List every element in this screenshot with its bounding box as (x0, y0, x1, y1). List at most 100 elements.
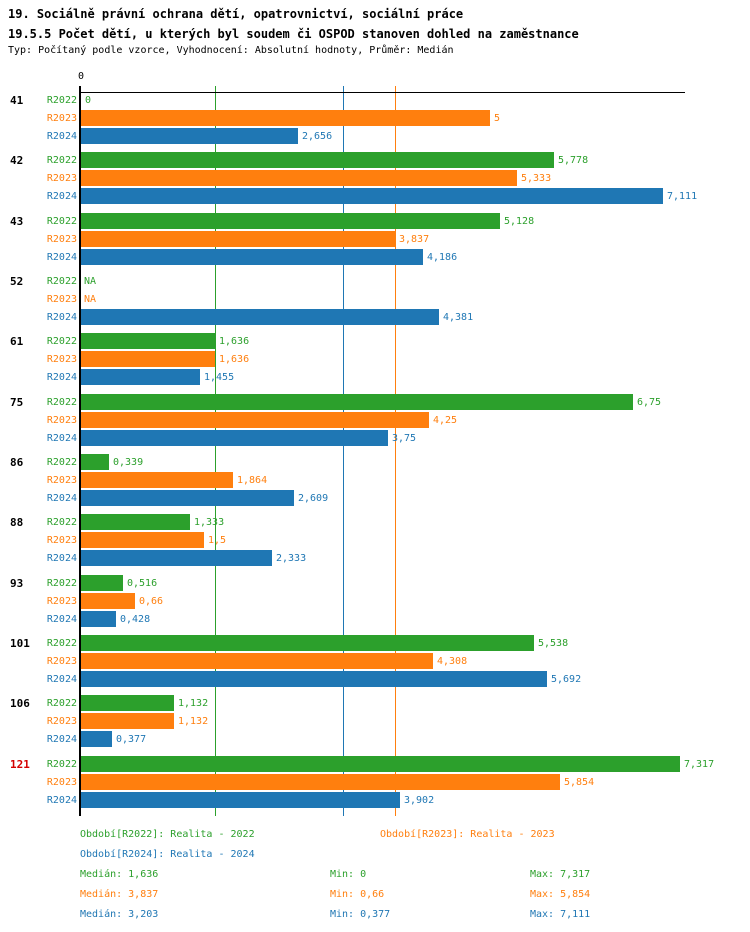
value-label-R2024-75: 3,75 (392, 433, 417, 444)
bar-R2023-43 (81, 231, 395, 247)
series-label-R2024-43: R2024 (46, 252, 77, 263)
series-label-R2023-41: R2023 (46, 113, 77, 124)
value-label-R2023-86: 1,864 (237, 475, 268, 486)
series-label-R2023-52: R2023 (46, 294, 77, 305)
bar-R2024-41 (81, 128, 298, 144)
bar-R2023-86 (81, 472, 233, 488)
bar-R2024-61 (81, 369, 200, 385)
series-label-R2022-88: R2022 (46, 517, 77, 528)
na-label-R2023-52: NA (84, 294, 97, 305)
series-label-R2022-86: R2022 (46, 457, 77, 468)
series-label-R2022-101: R2022 (46, 638, 77, 649)
category-label-121: 121 (10, 758, 30, 771)
category-label-93: 93 (10, 577, 24, 590)
series-label-R2022-43: R2022 (46, 216, 77, 227)
series-label-R2023-121: R2023 (46, 777, 77, 788)
bar-R2022-61 (81, 333, 215, 349)
bar-R2022-93 (81, 575, 123, 591)
value-label-R2022-93: 0,516 (127, 578, 158, 589)
value-label-R2024-52: 4,381 (443, 312, 474, 323)
category-label-88: 88 (10, 516, 24, 529)
bar-R2023-41 (81, 110, 490, 126)
value-label-R2022-42: 5,778 (558, 155, 589, 166)
value-label-R2023-88: 1,5 (208, 535, 227, 546)
value-label-R2022-106: 1,132 (178, 698, 209, 709)
stat-min-r2022: Min: 0 (330, 869, 367, 880)
median-gridline-R2022 (215, 86, 216, 816)
value-label-R2024-101: 5,692 (551, 674, 582, 685)
value-label-R2023-43: 3,837 (399, 234, 430, 245)
series-label-R2023-93: R2023 (46, 596, 77, 607)
category-label-43: 43 (10, 215, 24, 228)
legend-r2024: Období[R2024]: Realita - 2024 (80, 849, 255, 860)
series-label-R2024-106: R2024 (46, 734, 77, 745)
legend-r2022: Období[R2022]: Realita - 2022 (80, 829, 255, 840)
series-label-R2024-75: R2024 (46, 433, 77, 444)
bar-R2022-121 (81, 756, 680, 772)
value-label-R2022-75: 6,75 (637, 397, 662, 408)
value-label-R2024-88: 2,333 (276, 553, 307, 564)
legend-r2023: Období[R2023]: Realita - 2023 (380, 829, 555, 840)
value-label-R2024-61: 1,455 (204, 372, 235, 383)
value-label-R2023-93: 0,66 (139, 596, 164, 607)
series-label-R2024-86: R2024 (46, 493, 77, 504)
stat-min-r2024: Min: 0,377 (330, 909, 391, 920)
series-label-R2023-101: R2023 (46, 656, 77, 667)
bar-R2024-43 (81, 249, 423, 265)
stat-max-r2023: Max: 5,854 (530, 889, 591, 900)
stat-median-r2023: Medián: 3,837 (80, 889, 159, 900)
bar-R2024-93 (81, 611, 116, 627)
bar-R2022-42 (81, 152, 554, 168)
series-label-R2023-75: R2023 (46, 415, 77, 426)
value-label-R2023-106: 1,132 (178, 716, 209, 727)
value-label-R2024-86: 2,609 (298, 493, 329, 504)
value-label-R2024-121: 3,902 (404, 795, 435, 806)
series-label-R2022-106: R2022 (46, 698, 77, 709)
bar-R2022-86 (81, 454, 109, 470)
series-label-R2022-52: R2022 (46, 276, 77, 287)
value-label-R2024-43: 4,186 (427, 252, 458, 263)
category-label-52: 52 (10, 275, 24, 288)
value-label-R2022-61: 1,636 (219, 336, 250, 347)
bar-R2022-106 (81, 695, 174, 711)
x-axis-line (80, 92, 685, 93)
series-label-R2024-61: R2024 (46, 372, 77, 383)
series-label-R2024-88: R2024 (46, 553, 77, 564)
stat-median-r2022: Medián: 1,636 (80, 869, 159, 880)
bar-R2023-61 (81, 351, 215, 367)
value-label-R2023-75: 4,25 (433, 415, 458, 426)
value-label-R2024-41: 2,656 (302, 131, 333, 142)
bar-R2022-43 (81, 213, 500, 229)
series-label-R2024-52: R2024 (46, 312, 77, 323)
category-label-86: 86 (10, 456, 24, 469)
series-label-R2023-43: R2023 (46, 234, 77, 245)
bar-R2022-88 (81, 514, 190, 530)
zero-baseline (79, 86, 81, 816)
bar-R2024-52 (81, 309, 439, 325)
na-label-R2022-52: NA (84, 276, 97, 287)
series-label-R2023-42: R2023 (46, 173, 77, 184)
value-label-R2023-121: 5,854 (564, 777, 595, 788)
bar-R2024-106 (81, 731, 112, 747)
bar-R2022-101 (81, 635, 534, 651)
bar-R2023-121 (81, 774, 560, 790)
bar-R2024-88 (81, 550, 272, 566)
series-label-R2022-75: R2022 (46, 397, 77, 408)
series-label-R2024-121: R2024 (46, 795, 77, 806)
value-label-R2023-41: 5 (494, 113, 501, 124)
value-label-R2023-61: 1,636 (219, 354, 250, 365)
value-label-R2022-101: 5,538 (538, 638, 569, 649)
bar-R2024-101 (81, 671, 547, 687)
category-label-75: 75 (10, 396, 24, 409)
value-label-R2022-121: 7,317 (684, 759, 715, 770)
stat-min-r2023: Min: 0,66 (330, 889, 385, 900)
bar-R2024-42 (81, 188, 663, 204)
series-label-R2022-121: R2022 (46, 759, 77, 770)
category-label-61: 61 (10, 335, 24, 348)
category-label-42: 42 (10, 154, 24, 167)
series-label-R2024-101: R2024 (46, 674, 77, 685)
bar-R2023-93 (81, 593, 135, 609)
bar-R2023-106 (81, 713, 174, 729)
category-label-101: 101 (10, 637, 30, 650)
